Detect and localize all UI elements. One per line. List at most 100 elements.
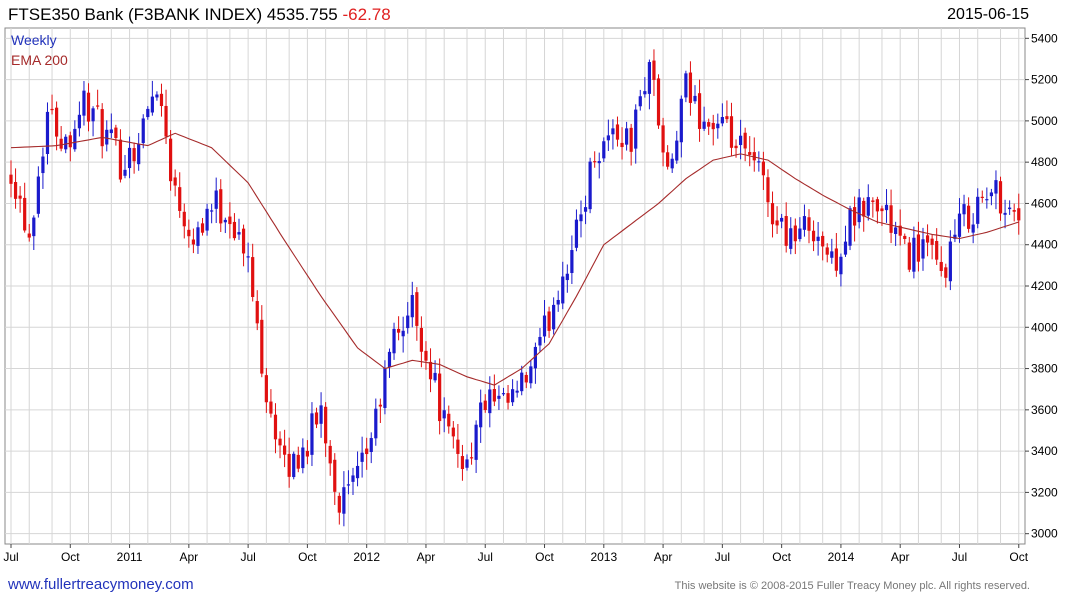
x-tick-label: 2014 xyxy=(828,550,855,564)
candle-body xyxy=(214,190,218,209)
candle-body xyxy=(419,327,423,352)
candle-body xyxy=(980,196,984,198)
candle-body xyxy=(857,197,861,223)
footer-copyright: This website is © 2008-2015 Fuller Treac… xyxy=(674,580,1030,592)
candle-body xyxy=(255,301,259,324)
candle-body xyxy=(488,389,492,414)
candle-body xyxy=(86,92,91,122)
candle-body xyxy=(552,304,556,330)
candle-body xyxy=(520,372,524,392)
candle-body xyxy=(784,215,788,246)
candle-body xyxy=(55,107,59,137)
candle-body xyxy=(182,211,186,227)
candle-body xyxy=(661,125,665,153)
candle-body xyxy=(96,105,100,107)
candle-body xyxy=(451,427,455,437)
candle-body xyxy=(141,118,145,144)
candle-body xyxy=(533,346,537,369)
candle-body xyxy=(447,413,451,427)
candle-body xyxy=(497,395,501,399)
candle-body xyxy=(460,456,465,470)
candle-body xyxy=(743,132,747,149)
y-tick-label: 4600 xyxy=(1031,196,1058,210)
candle-body xyxy=(36,176,40,214)
candle-body xyxy=(971,224,975,233)
y-tick-label: 3000 xyxy=(1031,527,1058,541)
candle-body xyxy=(693,95,697,102)
candle-body xyxy=(752,152,756,161)
candle-body xyxy=(9,174,13,184)
candle-body xyxy=(251,257,255,297)
x-tick-label: Oct xyxy=(772,550,791,564)
candle-body xyxy=(524,374,528,383)
candle-body xyxy=(515,390,519,393)
candle-body xyxy=(397,328,401,333)
candle-body xyxy=(310,413,314,455)
candle-body xyxy=(770,203,775,225)
candle-body xyxy=(748,152,752,155)
candle-body xyxy=(967,205,971,229)
x-tick-label: 2011 xyxy=(117,550,143,564)
candle-body xyxy=(921,239,925,259)
candle-body xyxy=(241,228,246,254)
candle-body xyxy=(939,261,943,272)
candle-body xyxy=(150,96,154,113)
x-tick-label: Oct xyxy=(298,550,317,564)
candle-body xyxy=(593,161,597,163)
candle-body xyxy=(597,161,601,164)
candle-body xyxy=(711,122,715,130)
x-tick-label: Apr xyxy=(417,550,436,564)
candle-body xyxy=(898,225,902,236)
footer-link[interactable]: www.fullertreacymoney.com xyxy=(8,576,194,593)
y-tick-label: 4000 xyxy=(1031,320,1058,334)
candle-body xyxy=(365,448,369,455)
candle-body xyxy=(137,144,141,165)
candle-body xyxy=(647,62,651,94)
candle-body xyxy=(962,204,966,215)
candle-body xyxy=(1008,207,1012,210)
candle-body xyxy=(1017,208,1021,221)
candle-body xyxy=(45,111,50,155)
title-text: FTSE350 Bank (F3BANK INDEX) 4535.755 xyxy=(8,5,338,24)
candle-body xyxy=(296,454,300,469)
candle-body xyxy=(123,169,127,176)
candle-body xyxy=(675,140,679,161)
candle-body xyxy=(570,250,574,274)
candle-body xyxy=(469,457,474,459)
candle-body xyxy=(50,108,54,111)
x-tick-label: Oct xyxy=(535,550,554,564)
candle-body xyxy=(342,487,346,514)
x-tick-label: 2013 xyxy=(590,550,617,564)
candle-body xyxy=(935,240,939,260)
x-tick-label: Oct xyxy=(61,550,80,564)
candle-body xyxy=(401,330,405,337)
candle-body xyxy=(793,225,797,242)
candle-body xyxy=(802,216,807,230)
candle-body xyxy=(957,213,962,237)
candle-body xyxy=(109,129,113,134)
candle-body xyxy=(210,210,214,212)
candle-body xyxy=(834,248,838,271)
candle-body xyxy=(219,189,223,224)
candle-body xyxy=(830,251,834,258)
candle-body xyxy=(583,207,588,212)
candle-body xyxy=(73,128,77,150)
x-tick-label: Apr xyxy=(891,550,910,564)
candle-body xyxy=(761,161,765,176)
y-tick-label: 3400 xyxy=(1031,444,1058,458)
candle-body xyxy=(839,256,843,275)
candle-body xyxy=(894,227,898,235)
candle-body xyxy=(930,238,934,245)
candle-body xyxy=(13,181,18,199)
candle-body xyxy=(716,123,720,129)
candle-body xyxy=(643,91,647,95)
candle-body xyxy=(511,389,515,403)
candle-body xyxy=(611,128,615,135)
candle-body xyxy=(205,208,209,231)
candle-body xyxy=(287,453,291,477)
candle-body xyxy=(232,221,237,239)
candle-body xyxy=(146,108,150,118)
x-tick-label: Apr xyxy=(654,550,673,564)
candle-body xyxy=(506,393,510,403)
